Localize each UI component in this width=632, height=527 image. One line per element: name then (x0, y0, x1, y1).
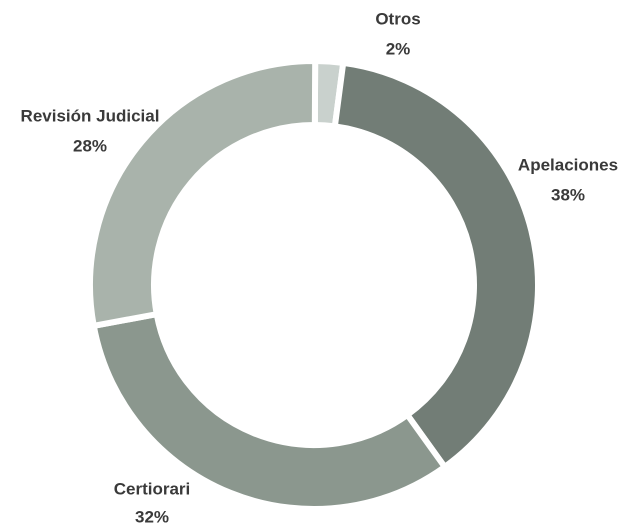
segment-value: 38% (551, 185, 585, 204)
segment-label: Certiorari (114, 479, 191, 498)
donut-segment (87, 58, 319, 330)
segment-label: Otros (375, 9, 420, 28)
donut-segment (331, 59, 541, 472)
segment-value: 32% (135, 507, 169, 526)
segment-label: Apelaciones (518, 155, 618, 174)
donut-segment (90, 310, 449, 512)
segment-value: 2% (386, 39, 411, 58)
segment-label: Revisión Judicial (21, 106, 160, 125)
segment-value: 28% (73, 136, 107, 155)
